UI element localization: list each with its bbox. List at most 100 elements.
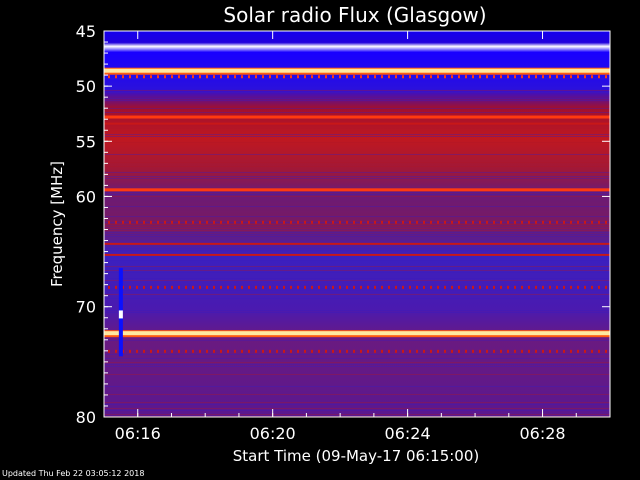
emission-band-dot xyxy=(500,349,502,353)
emission-band-dot xyxy=(115,75,117,79)
noise-line xyxy=(104,292,610,293)
emission-band-dot xyxy=(164,349,166,353)
noise-line xyxy=(104,354,610,355)
emission-band-dot xyxy=(472,75,474,79)
emission-band-dot xyxy=(388,220,390,224)
noise-line xyxy=(104,222,610,223)
emission-band-7 xyxy=(104,253,610,256)
y-axis-label: Frequency [MHz] xyxy=(48,161,66,287)
emission-band-dot xyxy=(318,75,320,79)
emission-band-dot xyxy=(360,220,362,224)
emission-band-dot xyxy=(304,349,306,353)
emission-band-dot xyxy=(416,220,418,224)
emission-band-dot xyxy=(577,220,579,224)
emission-band-dot xyxy=(234,75,236,79)
noise-line xyxy=(104,216,610,217)
y-tick-label: 80 xyxy=(76,408,96,427)
noise-line xyxy=(104,92,610,93)
emission-band-dot xyxy=(605,220,607,224)
noise-line xyxy=(104,404,610,405)
emission-band-dot xyxy=(297,349,299,353)
emission-band-dot xyxy=(171,220,173,224)
emission-band-dot xyxy=(584,285,586,289)
noise-line xyxy=(104,414,610,415)
emission-band-dot xyxy=(381,349,383,353)
emission-band-dot xyxy=(563,285,565,289)
emission-band-dot xyxy=(241,75,243,79)
emission-band-dot xyxy=(129,220,131,224)
noise-line xyxy=(104,224,610,225)
emission-band-dot xyxy=(248,285,250,289)
emission-band-dot xyxy=(591,349,593,353)
emission-band-dot xyxy=(535,220,537,224)
emission-band-dot xyxy=(500,75,502,79)
y-tick-label: 60 xyxy=(76,187,96,206)
emission-band-dot xyxy=(129,285,131,289)
emission-band-dot xyxy=(388,349,390,353)
emission-band-dot xyxy=(507,349,509,353)
emission-band-dot xyxy=(367,220,369,224)
emission-band-dot xyxy=(535,75,537,79)
emission-band-dot xyxy=(262,285,264,289)
emission-band-dot xyxy=(444,349,446,353)
emission-band-dot xyxy=(493,220,495,224)
emission-band-dot xyxy=(283,75,285,79)
emission-band-6 xyxy=(104,242,610,245)
noise-line xyxy=(104,228,610,229)
emission-band-dot xyxy=(304,285,306,289)
noise-line xyxy=(104,100,610,101)
noise-line xyxy=(104,196,610,197)
noise-line xyxy=(104,162,610,163)
noise-line xyxy=(104,366,610,367)
emission-band-dot xyxy=(444,220,446,224)
emission-band-dot xyxy=(339,220,341,224)
noise-line xyxy=(104,90,610,91)
emission-bands xyxy=(104,67,610,417)
emission-band-dot xyxy=(451,349,453,353)
emission-band-dot xyxy=(374,220,376,224)
emission-band-dot xyxy=(458,220,460,224)
chart-title: Solar radio Flux (Glasgow) xyxy=(223,3,486,27)
emission-band-dot xyxy=(570,75,572,79)
emission-band-dot xyxy=(556,75,558,79)
emission-band-dot xyxy=(297,75,299,79)
emission-band-dot xyxy=(269,285,271,289)
emission-band-dot xyxy=(458,349,460,353)
emission-band-dot xyxy=(346,285,348,289)
emission-band-dot xyxy=(276,75,278,79)
emission-band-dot xyxy=(507,285,509,289)
noise-line xyxy=(104,248,610,249)
noise-line xyxy=(104,108,610,109)
emission-band-dot xyxy=(353,349,355,353)
noise-line xyxy=(104,206,610,207)
emission-band-dot xyxy=(549,285,551,289)
emission-band-dot xyxy=(381,285,383,289)
emission-band-dot xyxy=(178,349,180,353)
emission-band-dot xyxy=(395,220,397,224)
emission-band-dot xyxy=(199,285,201,289)
emission-band-dot xyxy=(528,285,530,289)
emission-band-dot xyxy=(206,220,208,224)
emission-band-dot xyxy=(486,75,488,79)
emission-band-dot xyxy=(360,75,362,79)
emission-band-dot xyxy=(409,75,411,79)
emission-band-dot xyxy=(192,220,194,224)
emission-band-dot xyxy=(150,349,152,353)
emission-band-dot xyxy=(598,349,600,353)
emission-band-dot xyxy=(577,349,579,353)
emission-band-dot xyxy=(486,285,488,289)
emission-band-dot xyxy=(339,349,341,353)
emission-band-dot xyxy=(164,220,166,224)
emission-band-dot xyxy=(108,220,110,224)
emission-band-dot xyxy=(416,75,418,79)
emission-band-dot xyxy=(388,75,390,79)
emission-band-dot xyxy=(234,220,236,224)
emission-band-dot xyxy=(444,285,446,289)
noise-line xyxy=(104,270,610,271)
emission-band-dot xyxy=(374,285,376,289)
emission-band-dot xyxy=(283,285,285,289)
emission-band-dot xyxy=(171,285,173,289)
emission-band-dot xyxy=(276,220,278,224)
emission-band-dot xyxy=(262,349,264,353)
emission-band-dot xyxy=(283,349,285,353)
